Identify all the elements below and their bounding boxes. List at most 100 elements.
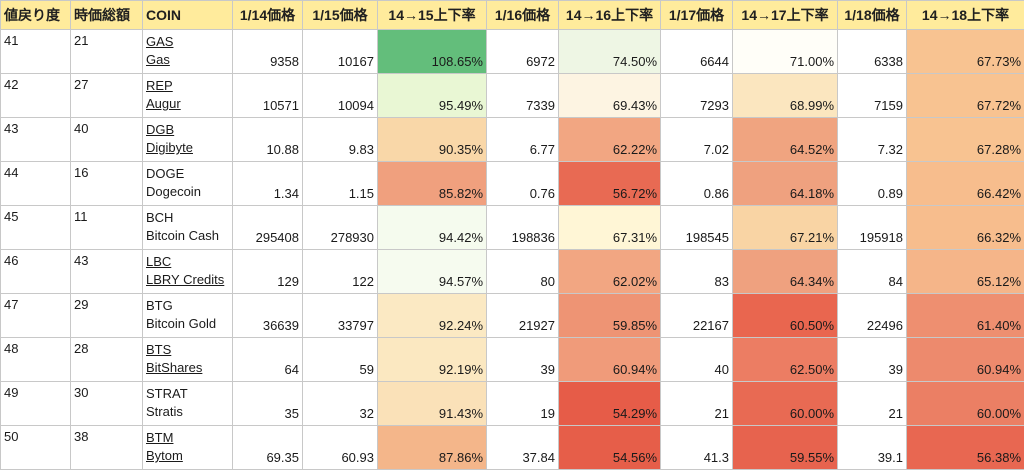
price-jan18-cell: 195918: [838, 206, 907, 250]
coin-symbol[interactable]: REP: [146, 77, 229, 95]
price-jan16-cell: 39: [487, 338, 559, 382]
rate-14-16-cell: 74.50%: [559, 30, 661, 74]
header-price-jan15: 1/15価格: [303, 1, 378, 30]
rank-cell: 45: [1, 206, 71, 250]
coin-name: Bitcoin Gold: [146, 315, 229, 333]
rate-14-18-cell: 60.94%: [907, 338, 1024, 382]
rank-cell: 50: [1, 426, 71, 470]
header-price-jan14: 1/14価格: [233, 1, 303, 30]
rate-14-16-cell: 56.72%: [559, 162, 661, 206]
header-price-jan16: 1/16価格: [487, 1, 559, 30]
header-rate-14-16: 14→16上下率: [559, 1, 661, 30]
rate-14-17-cell: 71.00%: [733, 30, 838, 74]
coin-name[interactable]: LBRY Credits: [146, 271, 229, 289]
coin-name[interactable]: Digibyte: [146, 139, 229, 157]
rank-cell: 42: [1, 74, 71, 118]
price-jan14-cell: 129: [233, 250, 303, 294]
rate-14-18-cell: 60.00%: [907, 382, 1024, 426]
rate-14-18-cell: 65.12%: [907, 250, 1024, 294]
price-jan17-cell: 0.86: [661, 162, 733, 206]
price-jan16-cell: 37.84: [487, 426, 559, 470]
price-jan16-cell: 19: [487, 382, 559, 426]
price-jan14-cell: 36639: [233, 294, 303, 338]
price-jan15-cell: 59: [303, 338, 378, 382]
price-jan14-cell: 64: [233, 338, 303, 382]
rate-14-16-cell: 60.94%: [559, 338, 661, 382]
header-price-jan17: 1/17価格: [661, 1, 733, 30]
market-cap-rank-cell: 29: [71, 294, 143, 338]
rate-14-17-cell: 62.50%: [733, 338, 838, 382]
coin-symbol[interactable]: DGB: [146, 121, 229, 139]
rate-14-17-cell: 60.00%: [733, 382, 838, 426]
header-coin: COIN: [143, 1, 233, 30]
price-jan14-cell: 295408: [233, 206, 303, 250]
rate-14-16-cell: 62.02%: [559, 250, 661, 294]
coin-name[interactable]: Bytom: [146, 447, 229, 465]
market-cap-rank-cell: 38: [71, 426, 143, 470]
header-rate-14-15: 14→15上下率: [378, 1, 487, 30]
price-jan15-cell: 122: [303, 250, 378, 294]
rate-14-16-cell: 54.29%: [559, 382, 661, 426]
rank-cell: 47: [1, 294, 71, 338]
coin-name: Stratis: [146, 403, 229, 421]
rate-14-15-cell: 94.42%: [378, 206, 487, 250]
price-jan16-cell: 6972: [487, 30, 559, 74]
header-row: 値戻り度 時価総額 COIN 1/14価格 1/15価格 14→15上下率 1/…: [1, 1, 1024, 30]
price-jan18-cell: 6338: [838, 30, 907, 74]
coin-name[interactable]: Augur: [146, 95, 229, 113]
coin-name[interactable]: BitShares: [146, 359, 229, 377]
price-jan17-cell: 7293: [661, 74, 733, 118]
price-jan15-cell: 33797: [303, 294, 378, 338]
rate-14-15-cell: 92.24%: [378, 294, 487, 338]
price-jan14-cell: 9358: [233, 30, 303, 74]
price-jan17-cell: 22167: [661, 294, 733, 338]
rate-14-16-cell: 59.85%: [559, 294, 661, 338]
rate-14-18-cell: 56.38%: [907, 426, 1024, 470]
rate-14-18-cell: 67.28%: [907, 118, 1024, 162]
rate-14-15-cell: 92.19%: [378, 338, 487, 382]
coin-symbol[interactable]: GAS: [146, 33, 229, 51]
rate-14-15-cell: 87.86%: [378, 426, 487, 470]
price-jan15-cell: 9.83: [303, 118, 378, 162]
coin-name[interactable]: Gas: [146, 51, 229, 69]
price-jan14-cell: 10571: [233, 74, 303, 118]
header-market-cap: 時価総額: [71, 1, 143, 30]
price-jan17-cell: 6644: [661, 30, 733, 74]
price-jan15-cell: 60.93: [303, 426, 378, 470]
rate-14-15-cell: 95.49%: [378, 74, 487, 118]
price-jan17-cell: 83: [661, 250, 733, 294]
rate-14-18-cell: 67.73%: [907, 30, 1024, 74]
price-jan18-cell: 7159: [838, 74, 907, 118]
rate-14-17-cell: 64.34%: [733, 250, 838, 294]
market-cap-rank-cell: 28: [71, 338, 143, 382]
market-cap-rank-cell: 30: [71, 382, 143, 426]
price-jan15-cell: 1.15: [303, 162, 378, 206]
rate-14-16-cell: 54.56%: [559, 426, 661, 470]
rate-14-18-cell: 66.42%: [907, 162, 1024, 206]
price-jan16-cell: 198836: [487, 206, 559, 250]
rate-14-17-cell: 59.55%: [733, 426, 838, 470]
market-cap-rank-cell: 16: [71, 162, 143, 206]
rate-14-17-cell: 67.21%: [733, 206, 838, 250]
coin-symbol[interactable]: LBC: [146, 253, 229, 271]
rank-cell: 46: [1, 250, 71, 294]
price-jan16-cell: 21927: [487, 294, 559, 338]
coin-symbol[interactable]: BTM: [146, 429, 229, 447]
rank-cell: 48: [1, 338, 71, 382]
price-jan17-cell: 198545: [661, 206, 733, 250]
coin-symbol[interactable]: BTS: [146, 341, 229, 359]
